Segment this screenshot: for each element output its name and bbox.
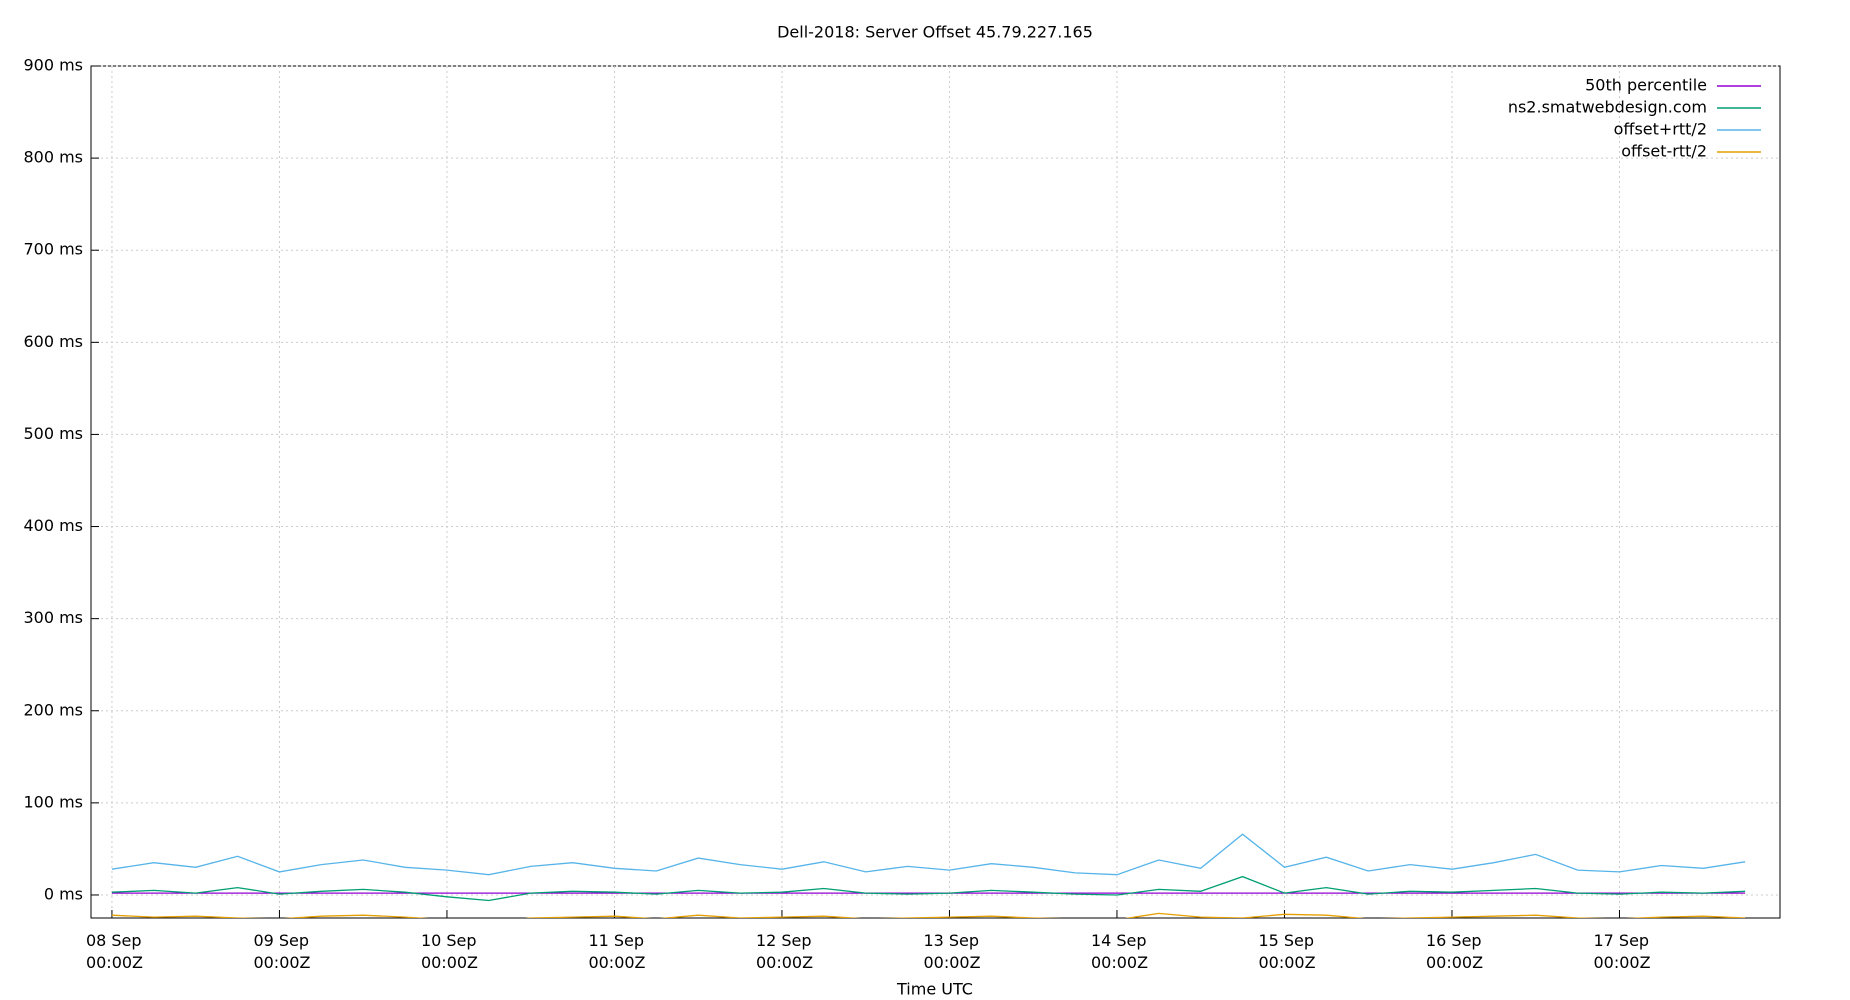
y-tick-label: 800 ms: [23, 148, 83, 167]
series-line: [111, 912, 1746, 918]
legend-label: offset-rtt/2: [1621, 142, 1707, 161]
legend-label: 50th percentile: [1585, 76, 1707, 95]
y-tick-label: 200 ms: [23, 700, 83, 719]
legend-label: ns2.smatwebdesign.com: [1508, 98, 1707, 117]
y-tick-label: 100 ms: [23, 792, 83, 811]
series-line: [111, 833, 1746, 876]
y-tick-label: 0 ms: [44, 884, 83, 903]
x-axis-label: Time UTC: [896, 980, 973, 999]
y-tick-label: 700 ms: [23, 240, 83, 259]
x-tick-label: 13 Sep 00:00Z: [923, 931, 981, 972]
plot-frame: [90, 65, 1781, 919]
y-tick-label: 300 ms: [23, 608, 83, 627]
y-tick-label: 500 ms: [23, 424, 83, 443]
x-tick-label: 11 Sep 00:00Z: [588, 931, 646, 972]
x-tick-label: 17 Sep 00:00Z: [1593, 931, 1651, 972]
plot-area: [111, 833, 1746, 918]
x-tick-label: 16 Sep 00:00Z: [1425, 931, 1484, 972]
y-tick-label: 900 ms: [23, 56, 83, 75]
x-tick-label: 15 Sep 00:00Z: [1258, 931, 1316, 972]
y-tick-label: 400 ms: [23, 516, 83, 535]
chart-title: Dell-2018: Server Offset 45.79.227.165: [777, 23, 1093, 42]
x-tick-label: 12 Sep 00:00Z: [755, 931, 814, 972]
x-tick-label: 14 Sep 00:00Z: [1090, 931, 1149, 972]
x-tick-label: 10 Sep 00:00Z: [420, 931, 479, 972]
x-tick-label: 09 Sep 00:00Z: [253, 931, 311, 972]
legend-label: offset+rtt/2: [1614, 120, 1707, 139]
x-tick-label: 08 Sep 00:00Z: [85, 931, 144, 972]
series-line: [111, 875, 1746, 902]
y-tick-label: 600 ms: [23, 332, 83, 351]
